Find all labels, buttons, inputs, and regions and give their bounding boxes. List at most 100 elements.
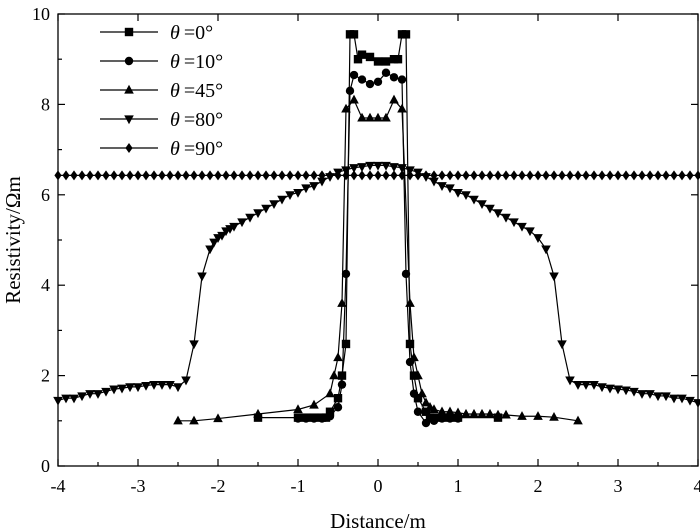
data-point-triangle-down: [229, 222, 239, 232]
data-point-diamond: [342, 170, 350, 181]
data-point-diamond: [654, 170, 662, 181]
data-point-diamond: [510, 170, 518, 181]
x-tick-label: -3: [131, 476, 146, 496]
data-point-triangle-down: [237, 218, 247, 228]
data-point-triangle-up: [501, 409, 511, 419]
data-point-triangle-down: [125, 383, 135, 393]
series-diamond: [54, 170, 700, 181]
data-point-triangle-down: [661, 392, 671, 402]
data-point-square: [401, 30, 411, 39]
data-point-circle: [325, 412, 335, 421]
y-tick-label: 6: [41, 185, 50, 205]
data-point-triangle-down: [157, 381, 167, 390]
data-point-diamond: [566, 170, 574, 181]
data-point-square: [393, 55, 403, 64]
legend-value: =90°: [184, 138, 223, 160]
data-point-circle: [373, 77, 383, 87]
data-point-diamond: [102, 170, 110, 181]
data-point-circle: [401, 269, 411, 279]
data-point-circle: [333, 403, 343, 412]
series-triangle-down: [53, 161, 700, 408]
data-point-square: [349, 30, 359, 39]
data-point-diamond: [574, 170, 582, 181]
data-point-square: [253, 413, 263, 422]
data-point-triangle-up: [189, 415, 199, 425]
data-point-triangle-down: [217, 231, 227, 241]
data-point-diamond: [78, 170, 86, 181]
data-point-triangle-up: [357, 112, 367, 122]
data-point-triangle-up: [413, 370, 423, 380]
data-point-triangle-down: [613, 385, 623, 395]
data-point-triangle-down: [165, 381, 175, 390]
data-point-circle: [381, 68, 391, 77]
data-point-triangle-up: [517, 411, 527, 420]
data-point-square: [421, 407, 431, 416]
data-point-diamond: [286, 170, 294, 181]
data-point-circle: [421, 418, 431, 428]
data-point-triangle-down: [645, 390, 655, 399]
data-point-circle: [309, 414, 319, 423]
data-point-triangle-down: [133, 383, 143, 393]
data-point-triangle-down: [469, 195, 479, 205]
data-point-diamond: [334, 170, 342, 181]
data-point-diamond: [390, 170, 398, 181]
data-point-diamond: [502, 170, 510, 181]
data-point-diamond: [94, 170, 102, 181]
data-point-triangle-down: [373, 161, 383, 171]
legend-label: θ =45°: [170, 80, 223, 102]
data-point-diamond: [358, 170, 366, 181]
data-point-square: [405, 339, 415, 349]
data-point-triangle-up: [329, 370, 339, 380]
data-point-square: [333, 394, 343, 403]
data-point-square: [341, 339, 351, 349]
data-point-triangle-down: [285, 191, 295, 200]
legend-marker-square: [124, 27, 134, 37]
data-point-triangle-down: [541, 245, 551, 255]
data-point-diamond: [590, 170, 598, 181]
x-tick-label: -1: [291, 476, 306, 496]
data-point-triangle-down: [149, 381, 159, 390]
series-line-triangle-up: [178, 98, 579, 422]
data-point-square: [365, 52, 375, 62]
data-point-diamond: [670, 170, 678, 181]
data-point-triangle-down: [605, 384, 615, 394]
data-point-square: [413, 394, 423, 403]
data-point-diamond: [326, 170, 334, 181]
data-point-diamond: [478, 170, 486, 181]
data-point-triangle-down: [205, 245, 215, 255]
data-point-triangle-up: [421, 397, 431, 407]
data-point-triangle-down: [533, 234, 543, 243]
data-point-triangle-down: [477, 200, 487, 210]
data-point-triangle-down: [381, 161, 391, 171]
data-point-diamond: [438, 170, 446, 181]
data-point-triangle-up: [429, 404, 439, 414]
data-point-triangle-up: [469, 408, 479, 418]
data-point-triangle-down: [317, 177, 327, 187]
data-point-diamond: [646, 170, 654, 181]
data-point-circle: [429, 416, 439, 425]
data-point-triangle-up: [397, 103, 407, 113]
data-point-diamond: [454, 170, 462, 181]
axes-layer: -4 -3 -2 -1 0 1 2 3 4 0 2 4 6 8 10: [32, 4, 700, 496]
data-point-diamond: [158, 170, 166, 181]
data-point-triangle-down: [301, 184, 311, 194]
data-point-diamond: [278, 170, 286, 181]
data-point-diamond: [166, 170, 174, 181]
data-point-diamond: [582, 170, 590, 181]
data-point-triangle-down: [509, 218, 519, 228]
data-point-triangle-down: [245, 213, 255, 223]
data-point-diamond: [406, 170, 414, 181]
x-tick-label: -4: [51, 476, 66, 496]
data-point-square: [325, 407, 335, 416]
data-point-triangle-down: [277, 195, 287, 205]
legend-label: θ =80°: [170, 109, 223, 131]
x-tick-label: -2: [211, 476, 226, 496]
data-point-circle: [409, 389, 419, 398]
data-point-triangle-down: [581, 381, 591, 390]
legend-theta: θ: [170, 80, 180, 102]
x-tick-label: 2: [534, 476, 543, 496]
legend-label: θ =10°: [170, 51, 223, 73]
data-point-diamond: [238, 170, 246, 181]
legend-entry: θ =45°: [100, 80, 223, 102]
